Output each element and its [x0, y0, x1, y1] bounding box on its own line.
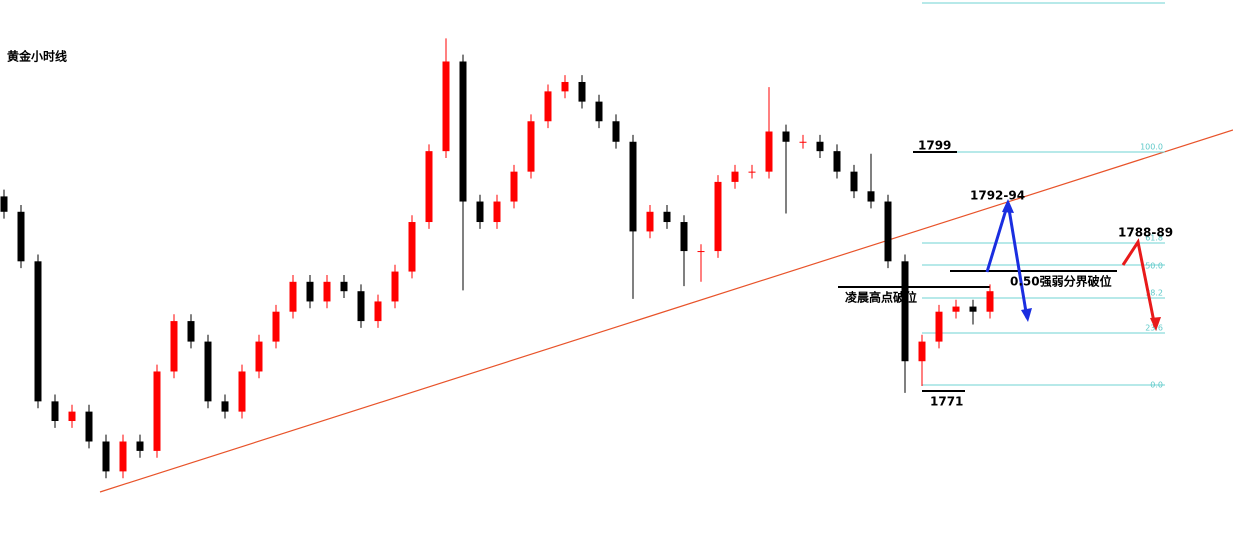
fib-label: 23.6 — [1145, 324, 1163, 333]
candle-body — [969, 306, 977, 312]
candle-body — [714, 181, 722, 252]
candle-body — [935, 311, 943, 342]
candle-body — [255, 341, 263, 372]
arrow-head — [1021, 308, 1032, 322]
candle-body — [136, 441, 144, 451]
candle-body — [884, 201, 892, 262]
candle-body — [986, 291, 994, 312]
chart-title: 黄金小时线 — [7, 49, 67, 64]
annotation: 1792-94 — [970, 189, 1025, 203]
candle-body — [663, 211, 671, 223]
candle-body — [850, 171, 858, 192]
candle-body — [646, 211, 654, 232]
candle-body — [544, 91, 552, 122]
candle-body — [221, 401, 229, 412]
candle-body — [901, 261, 909, 362]
candle-body — [340, 281, 348, 292]
trend-line — [99, 129, 1233, 493]
fib-label: 61.8 — [1145, 234, 1163, 243]
candle-body — [119, 441, 127, 472]
candle-body — [731, 171, 739, 182]
candle-body — [306, 281, 314, 302]
candle-body — [493, 201, 501, 223]
annotation: 1771 — [930, 395, 963, 409]
red-arrow — [1121, 238, 1157, 328]
candle-body — [289, 281, 297, 312]
candle-body — [391, 271, 399, 302]
fib-label: 50.0 — [1145, 262, 1163, 271]
candle-body — [510, 171, 518, 202]
candle-body — [561, 81, 569, 92]
annotation: 凌晨高点破位 — [845, 290, 917, 305]
arrow-head — [1002, 199, 1014, 213]
arrow-head — [1150, 317, 1161, 331]
candle-body — [748, 171, 756, 173]
candle-body — [680, 222, 688, 252]
level-lines — [838, 151, 1117, 392]
fib-label: 0.0 — [1150, 381, 1163, 390]
candle-body — [408, 222, 416, 272]
candle-body — [612, 121, 620, 142]
candle-body — [459, 61, 467, 202]
candle-body — [238, 371, 246, 412]
annotation: 0.50强弱分界破位 — [1010, 274, 1112, 289]
candle-body — [629, 141, 637, 232]
annotation: 1788-89 — [1118, 226, 1173, 240]
candle-body — [102, 441, 110, 472]
candles — [0, 38, 994, 479]
candle-body — [17, 211, 25, 262]
candle-body — [578, 81, 586, 102]
candle-body — [476, 201, 484, 223]
fib-label: 38.2 — [1145, 289, 1163, 298]
candle-body — [323, 281, 331, 302]
candle-body — [595, 101, 603, 122]
candle-body — [867, 191, 875, 202]
candle-body — [374, 301, 382, 322]
candle-body — [51, 401, 59, 422]
candle-body — [170, 321, 178, 372]
candle-body — [204, 341, 212, 402]
annotation: 1799 — [918, 139, 951, 153]
candle-body — [34, 261, 42, 402]
candle-body — [425, 151, 433, 223]
candle-body — [799, 141, 807, 143]
candle-body — [918, 341, 926, 362]
candle-body — [442, 61, 450, 152]
candle-body — [697, 251, 705, 253]
candle-body — [153, 371, 161, 451]
candle-body — [357, 291, 365, 322]
candle-body — [782, 131, 790, 142]
candle-body — [765, 131, 773, 172]
candle-body — [85, 411, 93, 442]
candle-body — [68, 411, 76, 422]
candle-body — [0, 196, 8, 212]
candle-body — [816, 141, 824, 152]
fib-lines — [922, 2, 1165, 386]
candle-body — [952, 306, 960, 312]
candle-body — [833, 151, 841, 172]
fib-label: 100.0 — [1140, 143, 1163, 152]
candle-body — [187, 321, 195, 342]
candle-body — [527, 121, 535, 172]
candle-body — [272, 311, 280, 342]
